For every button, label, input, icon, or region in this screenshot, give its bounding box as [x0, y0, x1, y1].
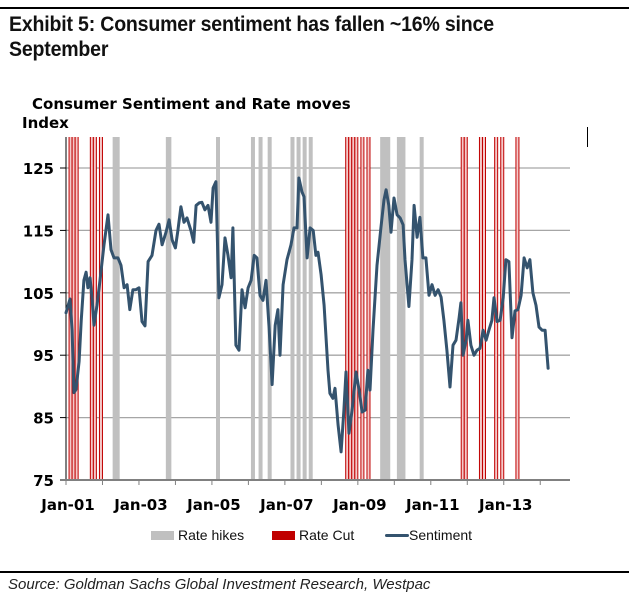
rate-hike-bar [115, 137, 120, 480]
bottom-rule [0, 571, 629, 573]
series-line-sentiment [64, 176, 550, 454]
rate-cut-bar [93, 137, 97, 480]
y-tick-label-115: 115 [23, 222, 54, 240]
legend-label-cuts: Rate Cut [299, 527, 355, 543]
x-tick-label-Jan-13: Jan-13 [478, 496, 532, 514]
rate-cut-bar [461, 137, 465, 480]
rate-cut-bar [366, 137, 370, 480]
rate-cut-bar [351, 137, 355, 480]
rate-hike-bar [296, 137, 301, 480]
rate-cut-bar [479, 137, 483, 480]
rate-cut-bar [99, 137, 103, 480]
rate-hike-bar [167, 137, 172, 480]
x-tick-label-Jan-03: Jan-03 [113, 496, 167, 514]
rate-cut-bar [348, 137, 352, 480]
chart-title: Consumer Sentiment and Rate moves [32, 95, 351, 113]
x-tick-label-Jan-07: Jan-07 [259, 496, 313, 514]
legend-swatch-hikes [151, 531, 174, 540]
legend-swatch-cuts [272, 531, 295, 540]
x-tick-label-Jan-05: Jan-05 [186, 496, 240, 514]
rate-hike-bar [250, 137, 255, 480]
rate-move-bars [68, 137, 520, 480]
rate-hike-bar [419, 137, 424, 480]
rate-hike-bar [290, 137, 295, 480]
legend: Rate hikes Rate Cut Sentiment [0, 525, 629, 545]
legend-label-sentiment: Sentiment [409, 527, 473, 543]
legend-swatch-sentiment [385, 534, 409, 537]
rate-hike-bar [401, 137, 406, 480]
legend-label-hikes: Rate hikes [178, 527, 245, 543]
rate-cut-bar [354, 137, 358, 480]
top-rule [0, 7, 629, 9]
rate-hike-bar [386, 137, 391, 480]
y-tick-label-105: 105 [23, 285, 54, 303]
text-cursor-mark [587, 127, 588, 147]
x-tick-label-Jan-09: Jan-09 [332, 496, 386, 514]
y-axis-label: Index [22, 114, 69, 132]
rate-hike-bar [302, 137, 307, 480]
rate-hike-bar [216, 137, 220, 480]
y-tick-label-95: 95 [33, 347, 54, 365]
y-tick-label-75: 75 [33, 472, 54, 490]
rate-hike-bar [267, 137, 272, 480]
rate-cut-bar [72, 137, 76, 480]
rate-hike-bar [308, 137, 313, 480]
chart: 75 85 95 105 115 125 Jan-01 Jan-03 Jan-05 Jan-07 J… [23, 137, 570, 514]
rate-cut-bar [482, 137, 486, 480]
x-tick-label-Jan-11: Jan-11 [405, 496, 459, 514]
series-layer [64, 176, 550, 454]
y-tick-label-125: 125 [23, 160, 54, 178]
x-tick-label-Jan-01: Jan-01 [40, 496, 94, 514]
rate-cut-bar [75, 137, 79, 480]
y-tick-label-85: 85 [33, 410, 54, 428]
source-note: Source: Goldman Sachs Global Investment … [8, 576, 431, 593]
rate-cut-bar [345, 137, 349, 480]
exhibit-title: Exhibit 5: Consumer sentiment has fallen… [9, 13, 494, 61]
rate-cut-bar [360, 137, 364, 480]
rate-cut-bar [464, 137, 468, 480]
rate-hike-bar [258, 137, 263, 480]
tick-labels: 75 85 95 105 115 125 Jan-01 Jan-03 Jan-05 Jan-07 J… [23, 160, 533, 514]
